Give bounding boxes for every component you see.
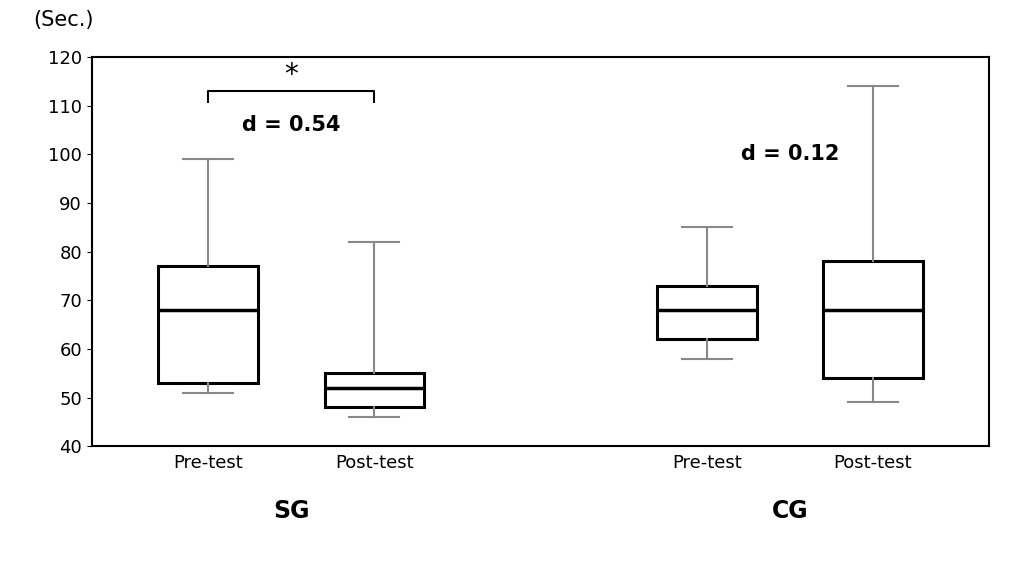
Text: d = 0.54: d = 0.54: [242, 116, 340, 135]
Text: (Sec.): (Sec.): [34, 10, 94, 30]
PathPatch shape: [158, 266, 258, 383]
Text: SG: SG: [273, 499, 309, 523]
Text: CG: CG: [770, 499, 807, 523]
PathPatch shape: [656, 285, 756, 339]
Text: d = 0.12: d = 0.12: [740, 145, 839, 164]
PathPatch shape: [324, 373, 424, 407]
Text: *: *: [284, 61, 298, 89]
PathPatch shape: [822, 261, 922, 378]
